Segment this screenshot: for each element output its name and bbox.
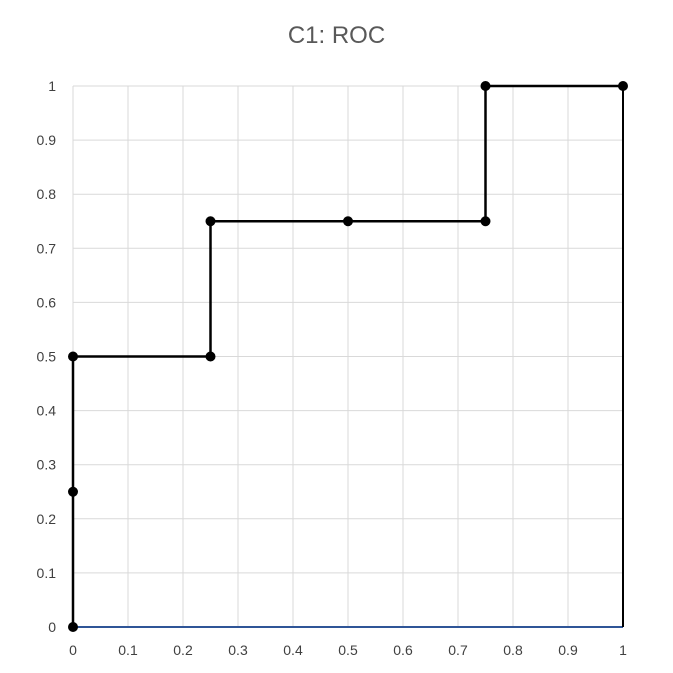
data-markers (68, 81, 628, 632)
data-point-marker (480, 81, 491, 91)
y-tick-label: 0.5 (37, 349, 57, 365)
data-point-marker (205, 351, 216, 362)
x-tick-label: 0.7 (448, 642, 468, 658)
data-point-marker (205, 216, 216, 227)
y-tick-label: 0 (48, 619, 56, 635)
x-tick-label: 0.2 (173, 642, 193, 658)
y-tick-label: 0.1 (37, 565, 57, 581)
y-tick-label: 0.9 (37, 132, 57, 148)
y-tick-label: 0.3 (37, 457, 57, 473)
data-point-marker (618, 81, 628, 91)
y-tick-label: 0.2 (37, 511, 57, 527)
x-tick-label: 0.8 (503, 642, 523, 658)
y-tick-label: 0.7 (37, 240, 57, 256)
x-tick-label: 0.9 (558, 642, 578, 658)
x-tick-label: 0.1 (118, 642, 138, 658)
y-tick-labels: 0 0.1 0.2 0.3 0.4 0.5 0.6 0.7 0.8 0.9 1 (37, 78, 57, 635)
x-tick-label: 0.4 (283, 642, 303, 658)
data-point-marker (480, 216, 491, 227)
data-point-marker (68, 351, 78, 362)
x-tick-label: 0.3 (228, 642, 248, 658)
y-tick-label: 0.6 (37, 294, 57, 310)
chart-title: C1: ROC (287, 22, 386, 49)
x-tick-labels: 0 0.1 0.2 0.3 0.4 0.5 0.6 0.7 0.8 0.9 1 (69, 642, 627, 658)
data-point-marker (68, 486, 78, 497)
y-tick-label: 0.8 (37, 186, 57, 202)
y-tick-label: 0.4 (37, 403, 57, 419)
x-tick-label: 0.5 (338, 642, 358, 658)
x-tick-label: 0 (69, 642, 77, 658)
data-point-marker (343, 216, 353, 227)
data-point-marker (68, 622, 78, 632)
x-tick-label: 0.6 (393, 642, 413, 658)
y-tick-label: 1 (48, 78, 56, 94)
x-tick-label: 1 (619, 642, 627, 658)
